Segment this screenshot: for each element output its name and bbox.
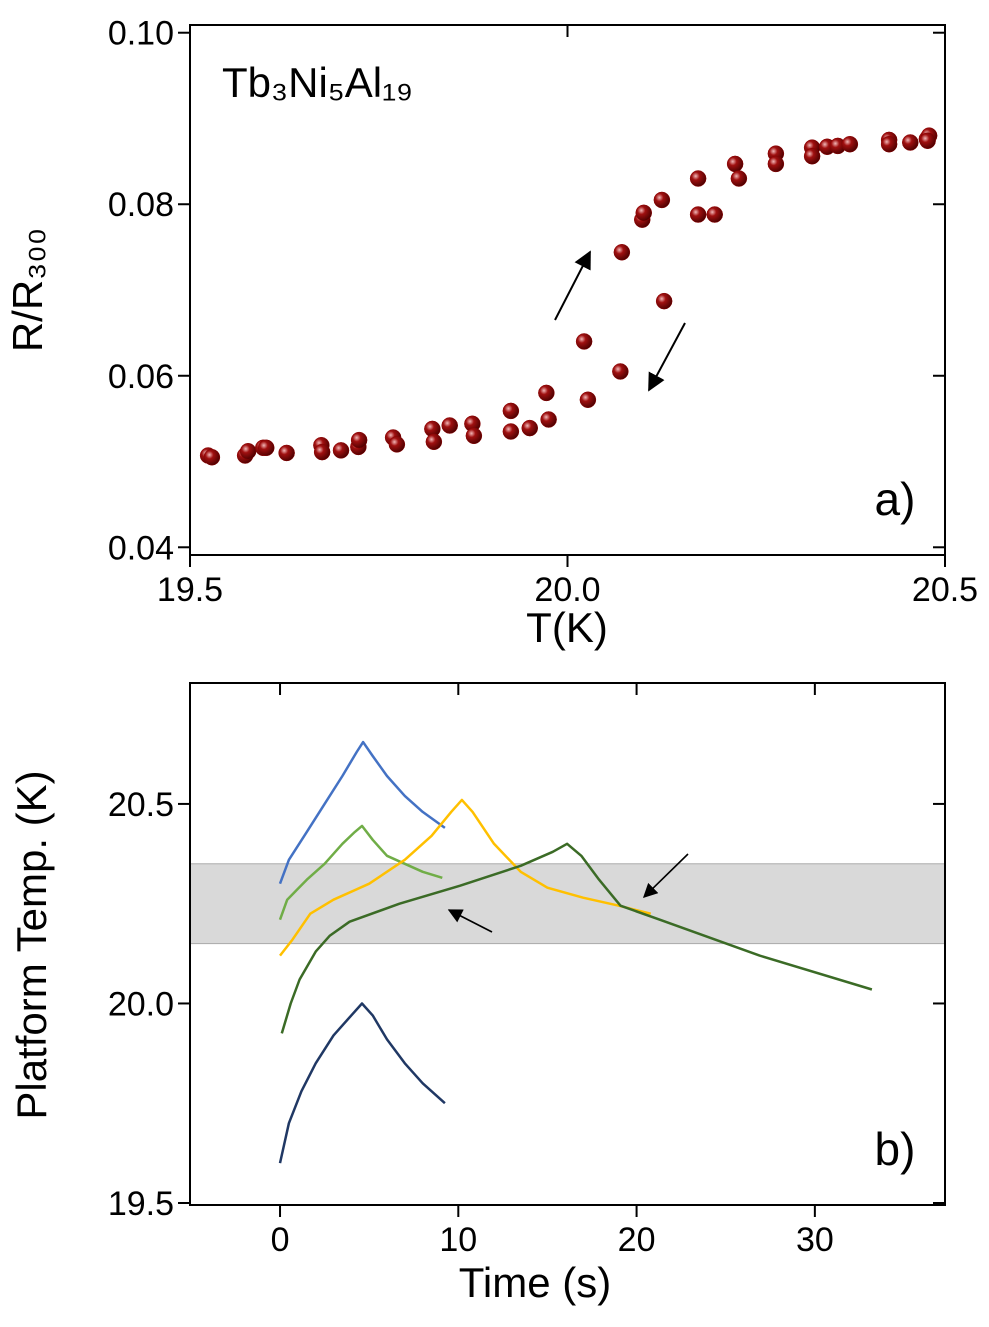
series-line [278,824,443,921]
data-point [706,206,723,223]
data-point [730,170,748,187]
y-axis-label: R/R₃₀₀ [4,228,51,352]
arrow [642,853,689,899]
axes-layer: 0.04 0.06 0.08 0.10 19.5 20.0 20.5 T(K) R/R₃₀₀ a)… [4,15,978,1306]
x-tick-label: 10 [439,1221,477,1259]
data-point [350,431,368,449]
y-tick-label: 20.5 [108,786,174,824]
x-tick-label: 20 [618,1221,656,1259]
y-axis-label: Platform Temp. (K) [8,770,55,1119]
data-point [726,155,744,173]
data-point [538,384,555,402]
y-tick-label: 0.06 [108,358,174,396]
data-point [239,442,257,460]
data-point [332,442,350,459]
x-axis-label: T(K) [526,604,608,651]
data-point [880,135,898,153]
data-point [919,132,936,150]
data-point [635,204,653,222]
data-point [540,411,557,428]
data-point [612,363,629,380]
x-axis-label: Time (s) [459,1259,611,1306]
y-tick-label: 19.5 [108,1185,174,1223]
data-point [502,423,520,440]
data-point [579,391,597,409]
data-point [689,206,707,223]
y-tick-label: 20.0 [108,985,174,1023]
compound-label: Tb₃Ni₅Al₁₉ [222,59,413,106]
data-point [258,439,275,457]
data-point [425,433,443,451]
data-point [278,444,295,462]
x-tick-label: 30 [796,1221,834,1259]
data-point [521,419,538,437]
shaded-band [189,863,946,945]
x-tick-label: 20.5 [912,571,978,609]
data-point [803,147,821,165]
data-point [502,402,520,420]
data-point [767,155,785,173]
series-line [280,842,873,1034]
y-tick-label: 0.08 [108,186,174,224]
panel-label: a) [875,473,916,525]
data-point [902,134,919,151]
x-tick-label: 20.0 [534,571,600,609]
band-layer [189,863,946,945]
series-line [278,740,446,885]
series-line [279,798,652,957]
data-point [655,292,673,310]
series-line [278,1002,446,1164]
x-tick-label: 19.5 [157,571,223,609]
panel-label: b) [875,1123,916,1175]
arrow [554,250,591,321]
y-tick-label: 0.10 [108,15,174,53]
data-point [313,443,331,461]
data-point [203,448,221,466]
data-point [575,333,593,350]
data-point [388,436,406,453]
data-point [841,135,859,153]
data-layer [199,127,938,1164]
data-point [689,170,707,187]
arrow [447,909,493,933]
data-point [465,427,483,445]
data-point [613,244,631,261]
x-tick-label: 0 [271,1221,290,1259]
plot-frame [189,682,946,1206]
arrow [648,322,686,392]
data-point [653,191,671,209]
y-tick-label: 0.04 [108,529,174,567]
data-point [441,417,458,434]
